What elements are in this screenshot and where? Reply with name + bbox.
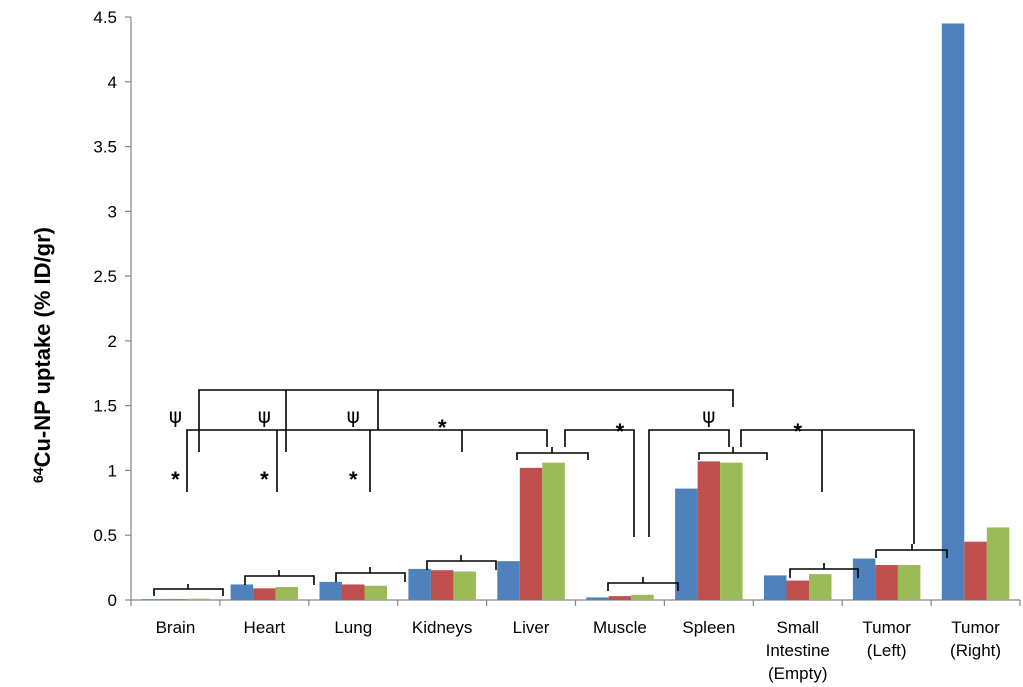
bars: [141, 23, 1010, 600]
significance-star: *: [349, 467, 358, 492]
significance-star: *: [438, 415, 447, 440]
bar: [675, 488, 698, 600]
bar: [408, 568, 431, 600]
bar: [608, 596, 632, 600]
bar: [453, 571, 476, 600]
bar: [319, 581, 342, 600]
bar: [230, 584, 254, 600]
y-tick-labels: 0 0.5 1 1.5 2 2.5 3 3.5 4 4.5: [93, 8, 117, 610]
y-tick-label: 4: [108, 73, 117, 92]
x-category-label: Tumor (Left): [862, 618, 911, 660]
bar: [497, 561, 520, 600]
y-tick-label: 1: [108, 461, 117, 480]
x-category-label: Lung: [334, 618, 372, 637]
significance-star: *: [616, 419, 625, 444]
y-tick-label: 2: [108, 332, 117, 351]
y-tick-label: 1.5: [93, 397, 117, 416]
bar: [253, 588, 276, 600]
bar: [430, 570, 454, 600]
bar: [964, 541, 987, 600]
bar: [342, 584, 365, 600]
significance-markers: * * * ψ ψ ψ * * ψ *: [169, 404, 803, 492]
bar: [764, 575, 787, 600]
x-category-label: Tumor (Right): [950, 618, 1001, 660]
bar: [164, 599, 187, 600]
bar: [809, 574, 832, 600]
x-category-label: Small Intestine (Empty): [766, 618, 830, 683]
y-tick-label: 3.5: [93, 138, 117, 157]
bar: [720, 462, 743, 600]
bar: [542, 462, 565, 600]
x-category-label: Spleen: [682, 618, 735, 637]
axes: [125, 16, 1021, 606]
y-tick-label: 2.5: [93, 267, 117, 286]
significance-brackets: [153, 389, 948, 596]
significance-star: *: [171, 467, 180, 492]
y-tick-label: 3: [108, 202, 117, 221]
x-category-label: Muscle: [593, 618, 647, 637]
bar: [519, 467, 543, 600]
significance-star: *: [793, 419, 802, 444]
significance-psi: ψ: [702, 404, 715, 428]
y-tick-label: 0: [108, 591, 117, 610]
bar: [186, 598, 210, 600]
bar: [275, 587, 299, 600]
y-axis-label: 64Cu-NP uptake (% ID/gr): [30, 227, 55, 483]
bar: [986, 527, 1010, 600]
bar: [852, 558, 876, 600]
significance-psi: ψ: [347, 404, 360, 428]
bar: [786, 580, 809, 600]
y-tick-label: 0.5: [93, 526, 117, 545]
significance-star: *: [260, 467, 269, 492]
x-category-label: Heart: [244, 618, 286, 637]
x-category-label: Brain: [156, 618, 196, 637]
significance-psi: ψ: [258, 404, 271, 428]
bar: [875, 565, 898, 600]
bar: [941, 23, 965, 600]
bar: [141, 599, 165, 600]
y-tick-label: 4.5: [93, 8, 117, 27]
bar: [364, 585, 387, 600]
x-category-label: Kidneys: [412, 618, 472, 637]
significance-psi: ψ: [169, 404, 182, 428]
bar: [897, 565, 921, 600]
bar: [697, 461, 721, 600]
bar: [586, 597, 609, 600]
bar: [631, 594, 654, 600]
x-category-label: Liver: [513, 618, 550, 637]
x-category-labels: Brain Heart Lung Kidneys Liver Muscle Spleen Sm…: [156, 618, 1001, 683]
